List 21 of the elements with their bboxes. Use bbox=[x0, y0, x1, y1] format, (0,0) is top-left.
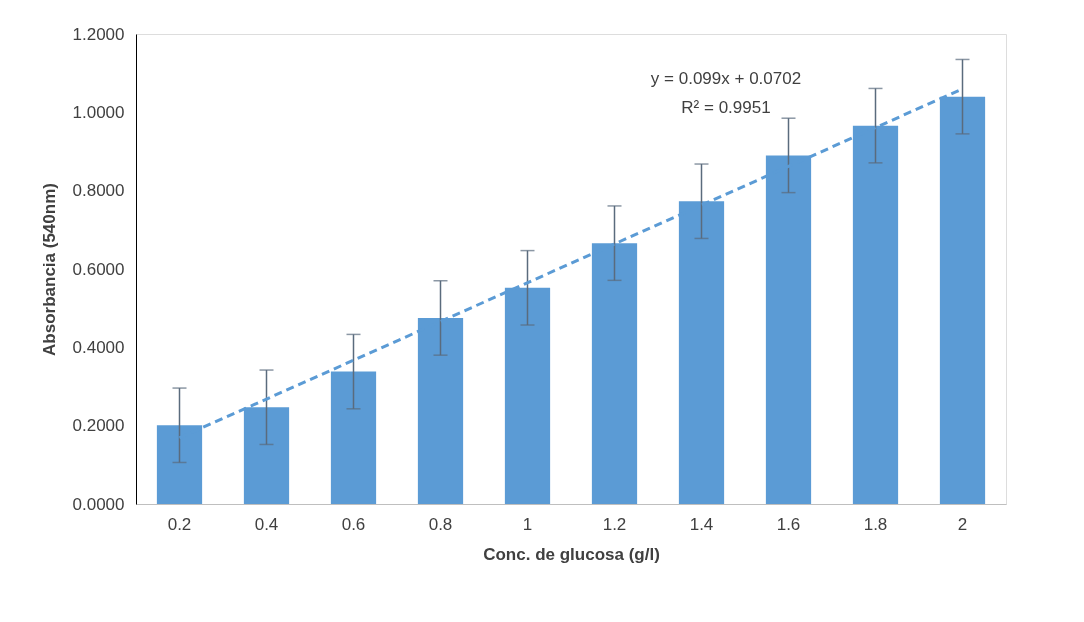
y-tick-label: 0.4000 bbox=[72, 337, 125, 357]
x-tick-label: 1 bbox=[522, 514, 533, 534]
annotation: y = 0.099x + 0.0702 bbox=[650, 69, 802, 88]
x-tick-label: 1.4 bbox=[689, 514, 714, 534]
annotation: R² = 0.9951 bbox=[681, 98, 771, 117]
y-tick-label: 0.8000 bbox=[72, 181, 125, 201]
x-tick-label: 1.6 bbox=[776, 514, 801, 534]
x-tick-label: 0.4 bbox=[254, 514, 279, 534]
x-tick-label: 0.8 bbox=[428, 514, 453, 534]
x-tick-label: 1.2 bbox=[602, 514, 627, 534]
y-tick-label: 1.2000 bbox=[72, 24, 125, 44]
x-tick-label: 2 bbox=[957, 514, 968, 534]
x-tick-label: 0.2 bbox=[167, 514, 192, 534]
y-axis-title: Absorbancia (540nm) bbox=[39, 183, 59, 356]
y-tick-label: 0.6000 bbox=[72, 259, 125, 279]
x-axis-title: Conc. de glucosa (g/l) bbox=[483, 544, 660, 564]
x-tick-label: 1.8 bbox=[863, 514, 888, 534]
x-tick-label: 0.6 bbox=[341, 514, 366, 534]
y-tick-label: 0.2000 bbox=[72, 416, 125, 436]
y-tick-label: 0.0000 bbox=[72, 494, 125, 514]
y-tick-label: 1.0000 bbox=[72, 102, 125, 122]
